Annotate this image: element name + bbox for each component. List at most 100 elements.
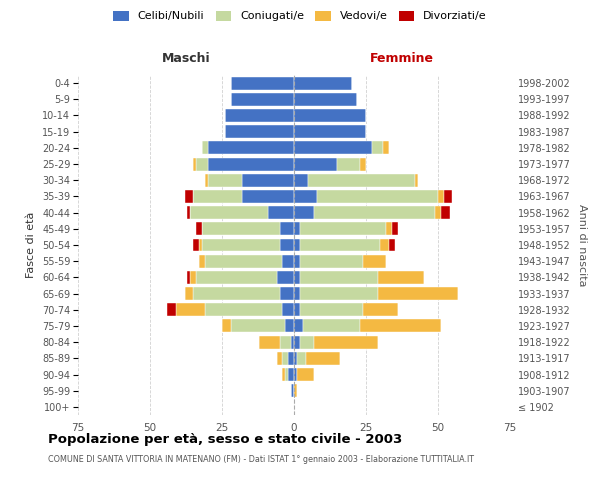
Bar bbox=[193, 238, 199, 252]
Bar bbox=[193, 287, 280, 300]
Bar bbox=[300, 238, 380, 252]
Bar bbox=[297, 368, 314, 381]
Bar bbox=[286, 368, 288, 381]
Bar bbox=[242, 190, 294, 203]
Text: Maschi: Maschi bbox=[161, 52, 211, 66]
Bar bbox=[435, 206, 441, 219]
Bar bbox=[277, 352, 283, 365]
Bar bbox=[305, 352, 340, 365]
Bar bbox=[380, 238, 389, 252]
Bar bbox=[383, 142, 389, 154]
Bar bbox=[314, 336, 377, 348]
Bar bbox=[415, 174, 418, 186]
Bar bbox=[190, 206, 268, 219]
Bar bbox=[294, 304, 300, 316]
Bar bbox=[208, 158, 294, 170]
Bar bbox=[202, 142, 208, 154]
Bar bbox=[294, 190, 317, 203]
Bar bbox=[283, 352, 288, 365]
Bar bbox=[444, 190, 452, 203]
Bar bbox=[199, 238, 202, 252]
Bar bbox=[372, 142, 383, 154]
Bar bbox=[392, 222, 398, 235]
Bar bbox=[386, 222, 392, 235]
Bar bbox=[389, 238, 395, 252]
Bar bbox=[297, 352, 305, 365]
Bar bbox=[259, 336, 280, 348]
Bar bbox=[196, 222, 202, 235]
Bar bbox=[176, 304, 205, 316]
Bar bbox=[294, 125, 366, 138]
Bar bbox=[300, 336, 314, 348]
Bar bbox=[302, 320, 360, 332]
Bar bbox=[193, 158, 196, 170]
Bar bbox=[294, 368, 297, 381]
Bar bbox=[225, 125, 294, 138]
Bar bbox=[205, 304, 283, 316]
Bar bbox=[291, 384, 294, 397]
Bar bbox=[242, 174, 294, 186]
Bar bbox=[300, 271, 377, 284]
Bar bbox=[268, 206, 294, 219]
Bar bbox=[294, 287, 300, 300]
Bar bbox=[317, 190, 438, 203]
Bar bbox=[167, 304, 176, 316]
Bar bbox=[314, 206, 435, 219]
Bar bbox=[205, 174, 208, 186]
Bar bbox=[360, 320, 441, 332]
Bar bbox=[294, 174, 308, 186]
Bar bbox=[280, 222, 294, 235]
Bar bbox=[286, 320, 294, 332]
Bar bbox=[300, 254, 363, 268]
Bar bbox=[283, 254, 294, 268]
Text: Femmine: Femmine bbox=[370, 52, 434, 66]
Bar bbox=[294, 254, 300, 268]
Bar bbox=[294, 142, 372, 154]
Bar bbox=[230, 76, 294, 90]
Bar bbox=[288, 352, 294, 365]
Bar bbox=[300, 304, 363, 316]
Bar bbox=[300, 287, 377, 300]
Bar bbox=[283, 304, 294, 316]
Bar bbox=[363, 304, 398, 316]
Bar bbox=[363, 254, 386, 268]
Text: COMUNE DI SANTA VITTORIA IN MATENANO (FM) - Dati ISTAT 1° gennaio 2003 - Elabora: COMUNE DI SANTA VITTORIA IN MATENANO (FM… bbox=[48, 455, 474, 464]
Bar bbox=[199, 254, 205, 268]
Bar bbox=[438, 190, 444, 203]
Bar bbox=[230, 93, 294, 106]
Bar bbox=[377, 287, 458, 300]
Bar bbox=[288, 368, 294, 381]
Bar bbox=[337, 158, 360, 170]
Bar bbox=[377, 271, 424, 284]
Bar bbox=[294, 384, 297, 397]
Bar bbox=[294, 206, 314, 219]
Bar bbox=[294, 336, 300, 348]
Bar bbox=[280, 336, 291, 348]
Bar bbox=[294, 271, 300, 284]
Text: Popolazione per età, sesso e stato civile - 2003: Popolazione per età, sesso e stato civil… bbox=[48, 432, 402, 446]
Bar bbox=[294, 158, 337, 170]
Bar bbox=[294, 238, 300, 252]
Bar bbox=[360, 158, 366, 170]
Bar bbox=[205, 254, 283, 268]
Bar bbox=[294, 320, 302, 332]
Bar bbox=[283, 368, 286, 381]
Bar bbox=[187, 206, 190, 219]
Bar bbox=[196, 271, 277, 284]
Bar bbox=[222, 320, 230, 332]
Y-axis label: Anni di nascita: Anni di nascita bbox=[577, 204, 587, 286]
Bar bbox=[185, 287, 193, 300]
Bar bbox=[230, 320, 286, 332]
Bar bbox=[277, 271, 294, 284]
Bar bbox=[441, 206, 449, 219]
Bar bbox=[294, 109, 366, 122]
Bar bbox=[294, 222, 300, 235]
Bar bbox=[280, 238, 294, 252]
Bar bbox=[308, 174, 415, 186]
Bar bbox=[294, 76, 352, 90]
Bar bbox=[225, 109, 294, 122]
Bar bbox=[190, 271, 196, 284]
Bar bbox=[294, 352, 297, 365]
Bar bbox=[208, 142, 294, 154]
Bar bbox=[196, 158, 208, 170]
